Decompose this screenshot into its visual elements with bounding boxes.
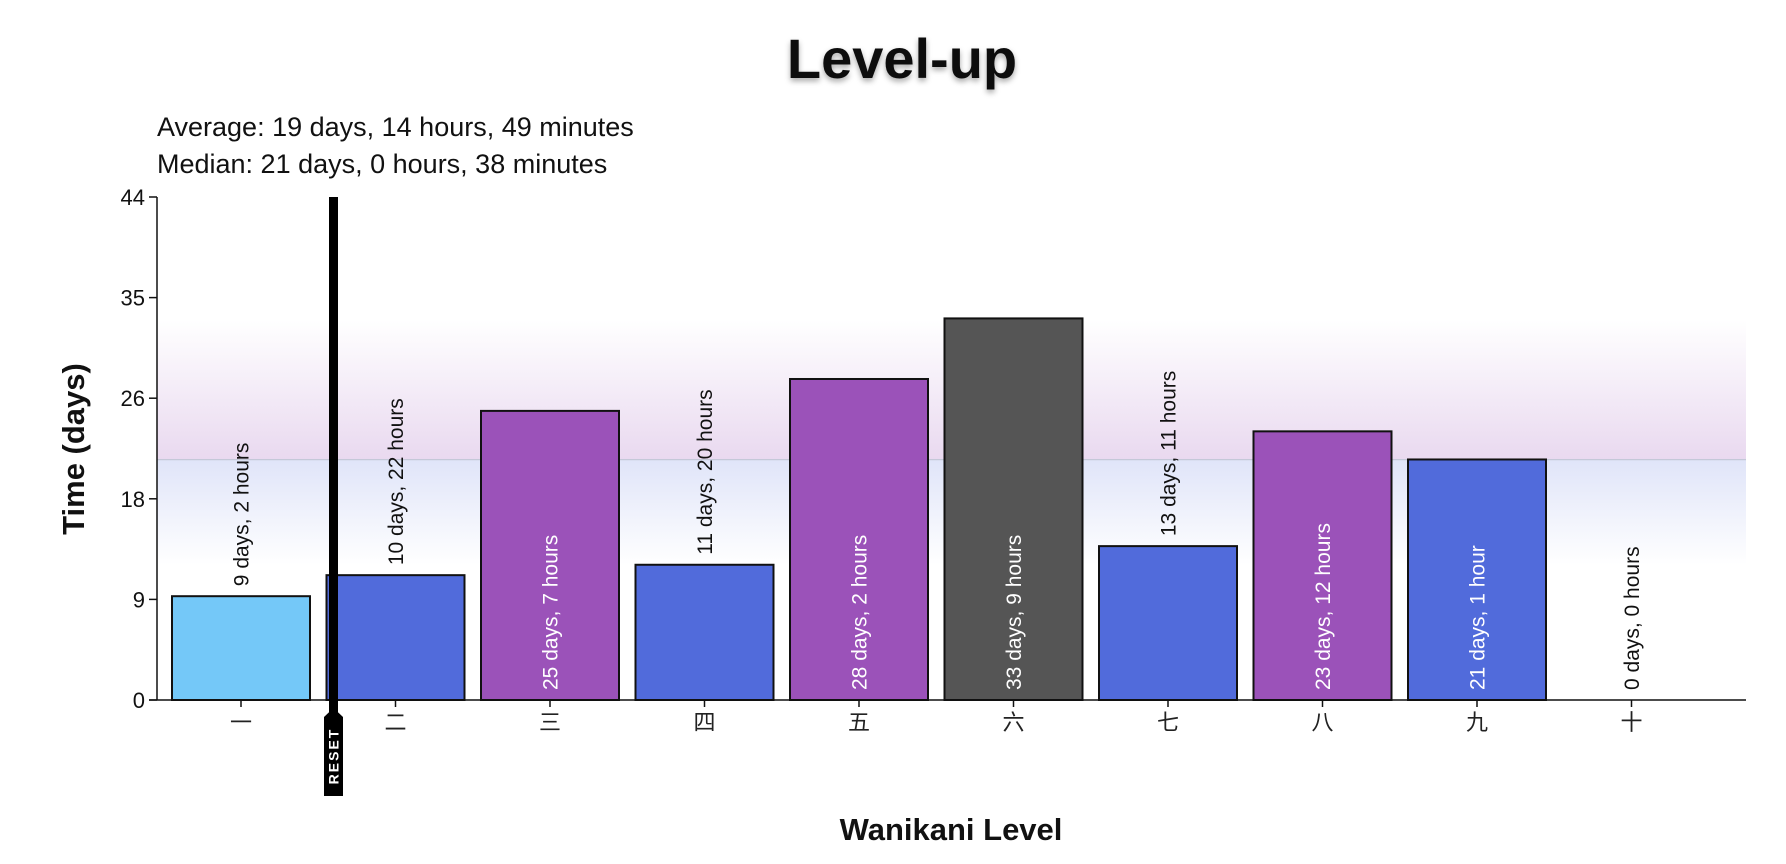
x-tick-label: 九 (1466, 711, 1488, 736)
bar-level-8 (1252, 430, 1393, 701)
y-tick-label: 9 (133, 587, 145, 612)
y-axis-label: Time (days) (56, 363, 91, 535)
reset-marker[interactable]: RESET (324, 197, 343, 796)
x-tick-label: 一 (230, 711, 252, 736)
reset-marker-tab[interactable] (324, 708, 343, 796)
reset-marker-line (329, 197, 338, 713)
x-tick-label: 七 (1157, 711, 1179, 736)
bar-level-6 (943, 317, 1084, 701)
x-tick-label: 二 (384, 711, 406, 736)
x-tick-label: 三 (539, 711, 561, 736)
x-axis: 一二三四五六七八九十 (149, 699, 1746, 736)
y-tick-label: 18 (121, 487, 145, 512)
y-tick-label: 0 (133, 688, 145, 713)
bar-level-2 (325, 574, 466, 702)
y-tick-label: 26 (121, 386, 145, 411)
bar-value-label: 23 days, 12 hours (1312, 523, 1335, 690)
x-axis-label: Wanikani Level (840, 812, 1063, 847)
bar-value-label: 0 days, 0 hours (1621, 546, 1644, 690)
bar-value-label: 10 days, 22 hours (385, 398, 408, 565)
y-tick-label: 35 (121, 286, 145, 311)
y-tick-label: 44 (121, 185, 145, 210)
bar-value-label: 13 days, 11 hours (1158, 371, 1181, 536)
bar-value-label: 11 days, 20 hours (694, 389, 717, 554)
average-stat: Average: 19 days, 14 hours, 49 minutes (157, 112, 634, 142)
median-stat: Median: 21 days, 0 hours, 38 minutes (157, 149, 607, 179)
chart-title-group: Level-up (215, 27, 1590, 90)
bar-value-label: 9 days, 2 hours (231, 443, 254, 587)
bar-level-4 (634, 563, 775, 701)
bar-level-7 (1098, 545, 1238, 702)
bar-value-label: 28 days, 2 hours (849, 535, 872, 690)
chart-title: Level-up (787, 27, 1017, 90)
y-axis: 0 9 18 26 35 44 (121, 185, 158, 713)
bars-group (171, 317, 1547, 702)
x-tick-label: 五 (848, 711, 870, 736)
bar-labels-group: 9 days, 2 hours 10 days, 22 hours 25 days,… (231, 371, 1645, 690)
bar-value-label: 33 days, 9 hours (1003, 535, 1026, 690)
x-tick-label: 八 (1311, 711, 1333, 736)
bar-level-1 (171, 595, 311, 702)
bar-value-label: 21 days, 1 hour (1467, 545, 1490, 690)
x-tick-label: 六 (1002, 711, 1024, 736)
bar-value-label: 25 days, 7 hours (540, 535, 563, 690)
bar-level-9 (1407, 458, 1547, 701)
x-tick-label: 十 (1620, 711, 1642, 736)
x-tick-label: 四 (693, 711, 715, 736)
reset-marker-label: RESET (326, 728, 342, 785)
